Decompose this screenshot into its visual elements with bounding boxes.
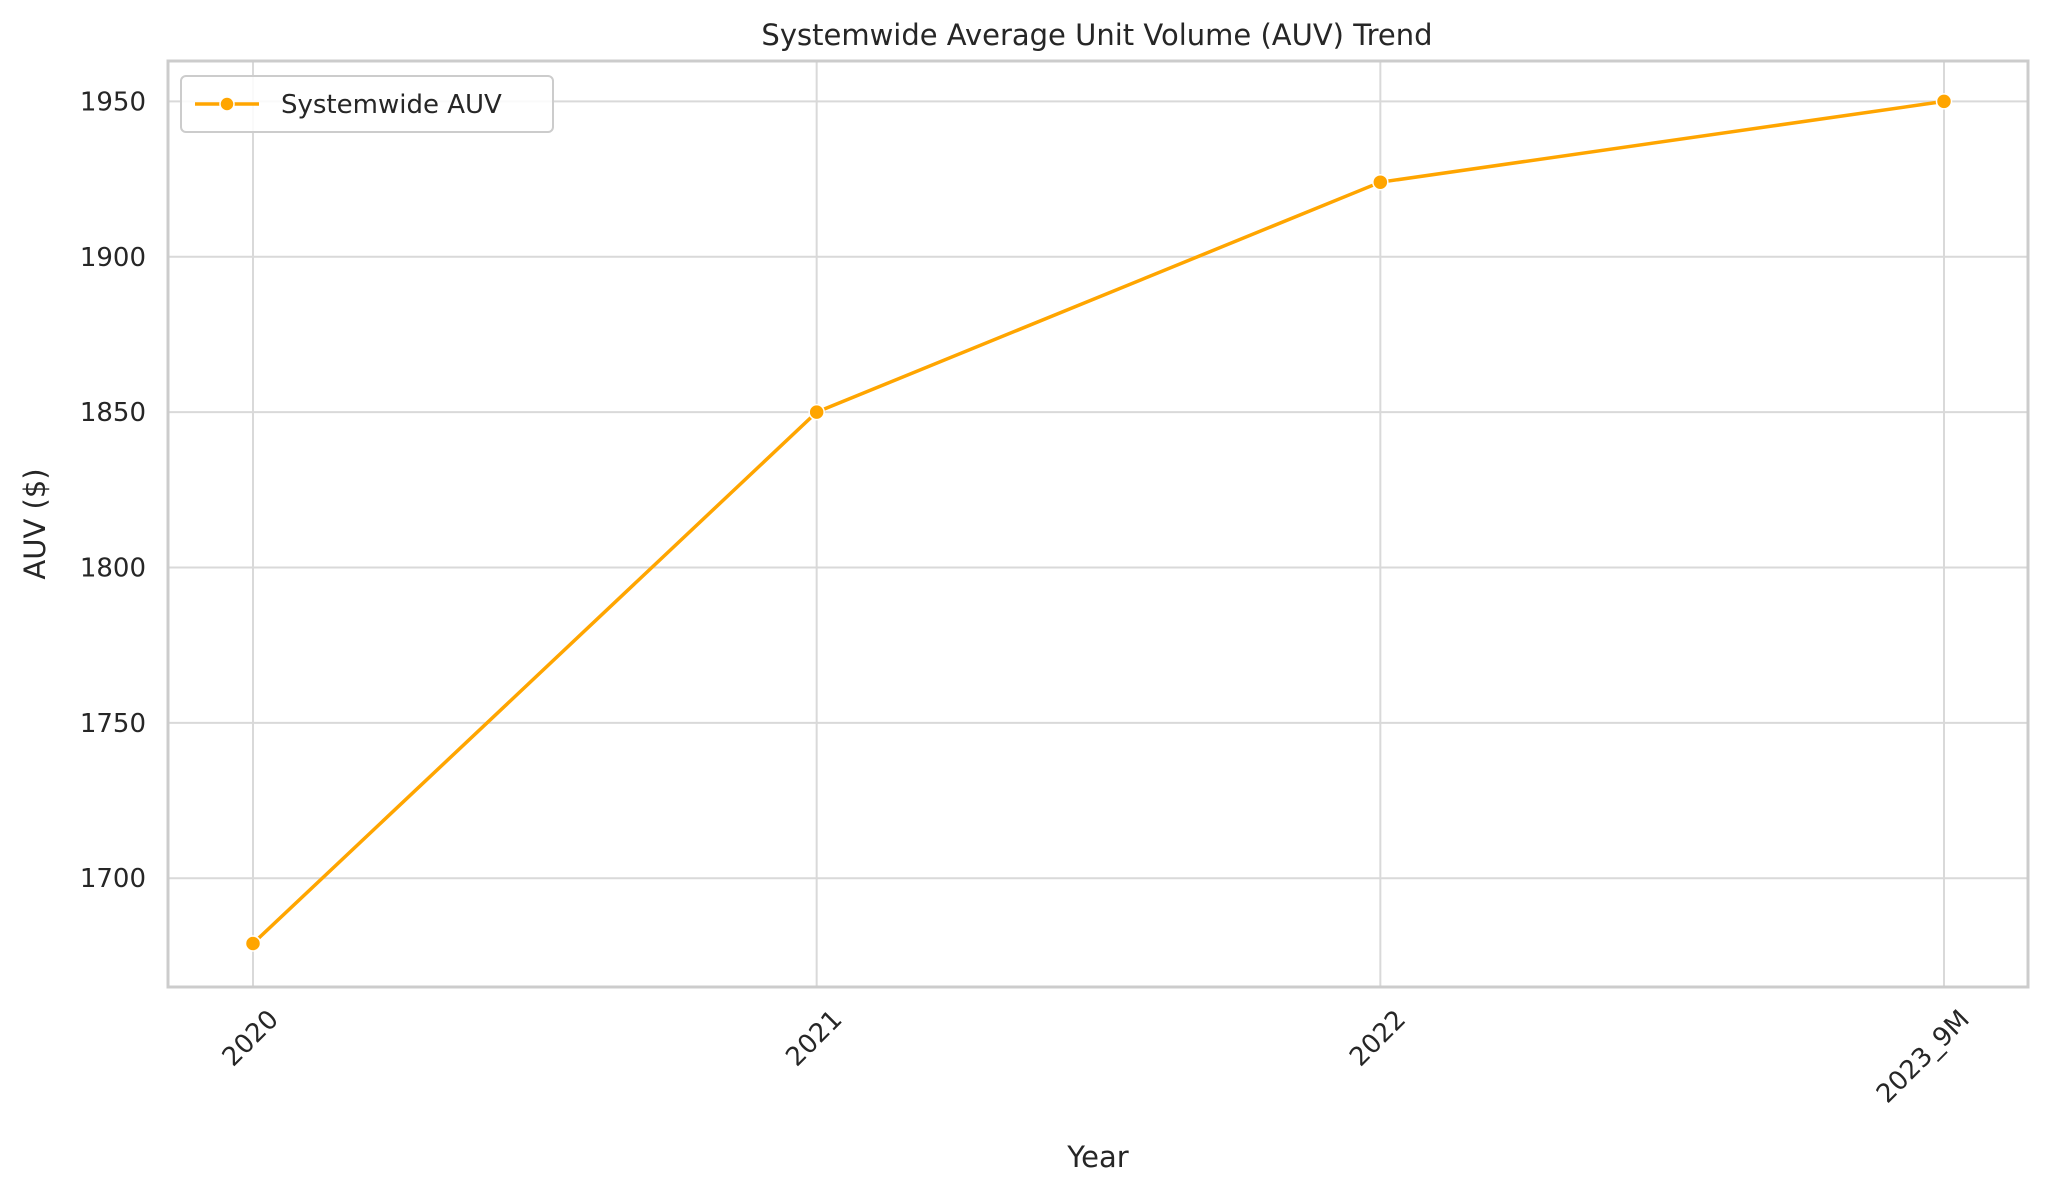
x-axis-label: Year [1066, 1140, 1128, 1174]
legend: Systemwide AUV [180, 75, 554, 133]
x-tick-label: 2022 [1344, 1005, 1412, 1073]
y-tick-label: 1850 [80, 398, 146, 428]
y-tick-label: 1800 [80, 554, 146, 584]
y-tick-label: 1950 [80, 87, 146, 117]
y-axis-label: AUV ($) [18, 468, 52, 579]
plot-area-frame [166, 59, 2030, 989]
y-tick-label: 1700 [80, 864, 146, 894]
chart-title: Systemwide Average Unit Volume (AUV) Tre… [761, 18, 1432, 52]
grid [168, 61, 2028, 987]
x-axis-ticks: 2020 2021 2022 2023_9M [217, 1005, 1976, 1110]
y-tick-label: 1900 [80, 243, 146, 273]
x-tick-label: 2021 [780, 1005, 848, 1073]
legend-box [180, 75, 554, 133]
series-line [251, 99, 1946, 946]
legend-series-marker [219, 96, 235, 112]
y-axis-ticks: 1700 1750 1800 1850 1900 1950 [80, 87, 146, 894]
x-tick-label: 2023_9M [1871, 1005, 1976, 1110]
data-point [808, 403, 825, 421]
data-point [1935, 93, 1953, 110]
data-point [244, 935, 262, 952]
series-systemwide-auv [244, 93, 1953, 952]
data-point [1372, 173, 1389, 191]
x-tick-label: 2020 [217, 1005, 285, 1073]
legend-label-systemwide-auv: Systemwide AUV [281, 90, 502, 120]
y-tick-label: 1750 [80, 709, 146, 739]
